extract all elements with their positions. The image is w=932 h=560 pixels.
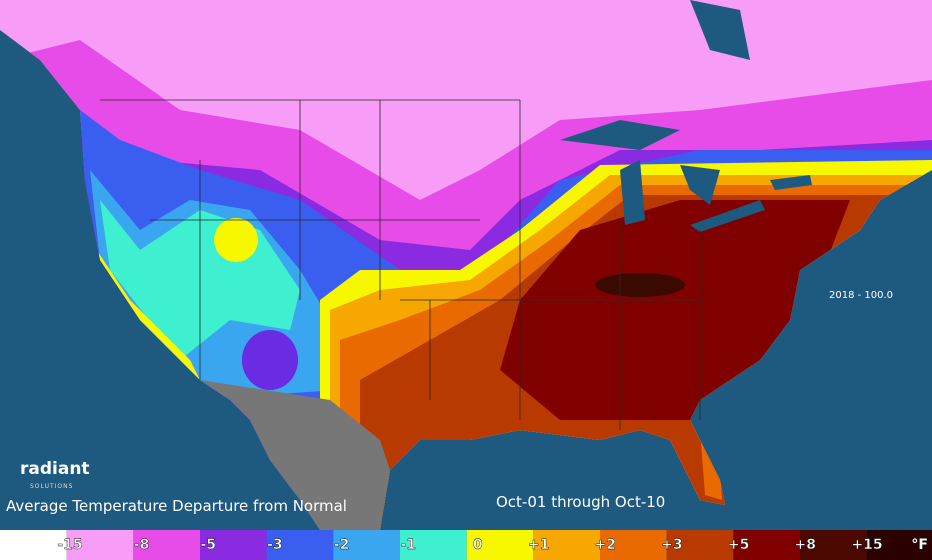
period: Oct-01 through Oct-10 bbox=[496, 493, 665, 511]
region-plus-1-spot bbox=[214, 218, 258, 262]
legend-swatch bbox=[0, 530, 67, 560]
legend-swatch bbox=[333, 530, 400, 560]
legend-swatch bbox=[266, 530, 334, 560]
legend-label: 0 bbox=[473, 537, 483, 553]
legend-label: -2 bbox=[334, 537, 350, 553]
legend-swatch bbox=[400, 530, 467, 560]
legend-swatch bbox=[466, 530, 534, 560]
lake-erie bbox=[690, 200, 765, 232]
hudson-bay bbox=[690, 0, 750, 60]
legend-label: -8 bbox=[134, 537, 150, 553]
legend-swatch bbox=[866, 530, 932, 560]
region-plus-15 bbox=[595, 273, 685, 297]
brand-tagline: SOLUTIONS bbox=[30, 483, 73, 490]
legend-swatch bbox=[600, 530, 667, 560]
lake-michigan bbox=[620, 160, 645, 225]
legend-label: +5 bbox=[728, 537, 749, 553]
legend-label: +3 bbox=[661, 537, 682, 553]
legend-swatch bbox=[133, 530, 200, 560]
legend-label: -3 bbox=[267, 537, 283, 553]
legend-unit: °F bbox=[911, 537, 928, 553]
legend-swatch bbox=[733, 530, 800, 560]
legend-swatch bbox=[533, 530, 600, 560]
legend-label: +1 bbox=[528, 537, 549, 553]
legend-label: +8 bbox=[795, 537, 816, 553]
lake-superior bbox=[560, 120, 680, 150]
legend-swatch bbox=[800, 530, 867, 560]
region-plus-8 bbox=[500, 200, 850, 420]
legend-swatch bbox=[666, 530, 734, 560]
run-label: 2018 - 100.0 bbox=[829, 290, 893, 301]
great-lakes bbox=[560, 0, 812, 232]
borders bbox=[100, 99, 701, 430]
brand-name: radiant bbox=[20, 459, 90, 479]
region-minus-3-spot bbox=[242, 330, 298, 390]
legend-label: -15 bbox=[57, 537, 82, 553]
legend-label: +15 bbox=[851, 537, 882, 553]
mexico bbox=[200, 380, 390, 530]
region-coast bbox=[90, 240, 200, 380]
state-lines bbox=[100, 99, 701, 430]
legend-label: -5 bbox=[200, 537, 216, 553]
lake-ontario bbox=[770, 175, 812, 190]
map-title: Average Temperature Departure from Norma… bbox=[6, 497, 347, 515]
legend: -15 -8 -5 -3 -2 -1 0 +1 +2 +3 +5 +8 +15 °F bbox=[0, 530, 932, 560]
legend-swatch bbox=[66, 530, 134, 560]
legend-label: -1 bbox=[400, 537, 416, 553]
legend-label: +2 bbox=[595, 537, 616, 553]
legend-swatch bbox=[200, 530, 267, 560]
lake-huron bbox=[680, 165, 720, 205]
